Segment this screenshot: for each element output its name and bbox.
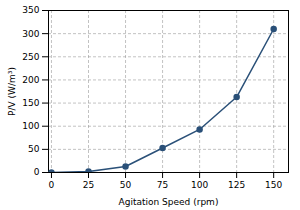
- svg-text:300: 300: [22, 29, 39, 39]
- svg-text:150: 150: [22, 98, 39, 108]
- svg-text:100: 100: [191, 180, 208, 190]
- svg-text:0: 0: [49, 180, 55, 190]
- svg-text:50: 50: [120, 180, 132, 190]
- svg-text:25: 25: [83, 180, 94, 190]
- svg-text:150: 150: [265, 180, 282, 190]
- svg-text:Agitation Speed (rpm): Agitation Speed (rpm): [119, 197, 219, 207]
- svg-text:50: 50: [28, 144, 40, 154]
- svg-text:200: 200: [22, 75, 39, 85]
- svg-text:250: 250: [22, 52, 39, 62]
- svg-text:0: 0: [34, 167, 40, 177]
- svg-text:75: 75: [157, 180, 168, 190]
- svg-text:350: 350: [22, 5, 39, 15]
- svg-text:125: 125: [228, 180, 245, 190]
- svg-text:100: 100: [22, 121, 39, 131]
- svg-text:P/V (W/m³): P/V (W/m³): [7, 67, 17, 116]
